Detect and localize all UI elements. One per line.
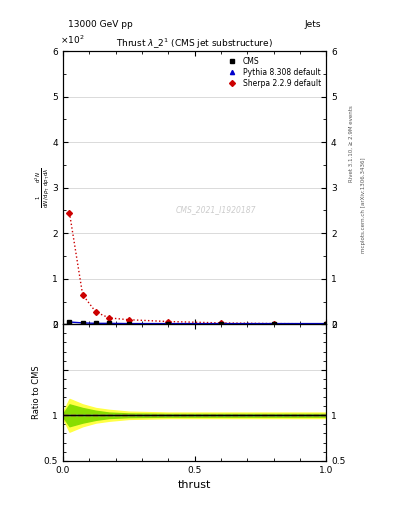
Title: Thrust $\lambda\_2^1$ (CMS jet substructure): Thrust $\lambda\_2^1$ (CMS jet substruct… — [116, 37, 273, 51]
Pythia 8.308 default — [219, 321, 223, 327]
Y-axis label: $\frac{1}{\mathrm{d}N\,/\,\mathrm{d}p_\mathrm{T}}\,\frac{\mathrm{d}^2N}{\mathrm{: $\frac{1}{\mathrm{d}N\,/\,\mathrm{d}p_\m… — [33, 167, 51, 208]
Sherpa 2.2.9 default — [324, 321, 329, 327]
Sherpa 2.2.9 default — [80, 292, 85, 298]
Pythia 8.308 default — [80, 320, 85, 326]
Line: CMS: CMS — [67, 320, 328, 326]
CMS — [107, 321, 111, 327]
Line: Pythia 8.308 default: Pythia 8.308 default — [67, 320, 328, 326]
Legend: CMS, Pythia 8.308 default, Sherpa 2.2.9 default: CMS, Pythia 8.308 default, Sherpa 2.2.9 … — [223, 55, 322, 90]
Pythia 8.308 default — [127, 321, 131, 327]
Pythia 8.308 default — [67, 319, 72, 325]
Sherpa 2.2.9 default — [271, 321, 276, 327]
CMS — [271, 321, 276, 327]
Sherpa 2.2.9 default — [219, 320, 223, 326]
Pythia 8.308 default — [271, 321, 276, 327]
CMS — [166, 321, 171, 327]
Text: mcplots.cern.ch [arXiv:1306.3436]: mcplots.cern.ch [arXiv:1306.3436] — [361, 157, 366, 252]
CMS — [94, 321, 98, 327]
Text: Jets: Jets — [305, 20, 321, 29]
Sherpa 2.2.9 default — [94, 309, 98, 315]
X-axis label: thrust: thrust — [178, 480, 211, 490]
CMS — [219, 321, 223, 327]
Line: Sherpa 2.2.9 default: Sherpa 2.2.9 default — [67, 210, 328, 326]
Text: $\times10^{2}$: $\times10^{2}$ — [60, 33, 85, 46]
Text: CMS_2021_I1920187: CMS_2021_I1920187 — [175, 205, 256, 214]
Y-axis label: Ratio to CMS: Ratio to CMS — [32, 366, 41, 419]
CMS — [67, 319, 72, 325]
CMS — [324, 321, 329, 327]
Text: Rivet 3.1.10, ≥ 2.9M events: Rivet 3.1.10, ≥ 2.9M events — [349, 105, 354, 182]
Pythia 8.308 default — [166, 321, 171, 327]
Sherpa 2.2.9 default — [127, 316, 131, 323]
Text: 13000 GeV pp: 13000 GeV pp — [68, 20, 133, 29]
Sherpa 2.2.9 default — [166, 318, 171, 325]
Pythia 8.308 default — [94, 321, 98, 327]
CMS — [127, 321, 131, 327]
Pythia 8.308 default — [324, 321, 329, 327]
Sherpa 2.2.9 default — [67, 210, 72, 216]
Sherpa 2.2.9 default — [107, 315, 111, 321]
Pythia 8.308 default — [107, 321, 111, 327]
CMS — [80, 320, 85, 326]
